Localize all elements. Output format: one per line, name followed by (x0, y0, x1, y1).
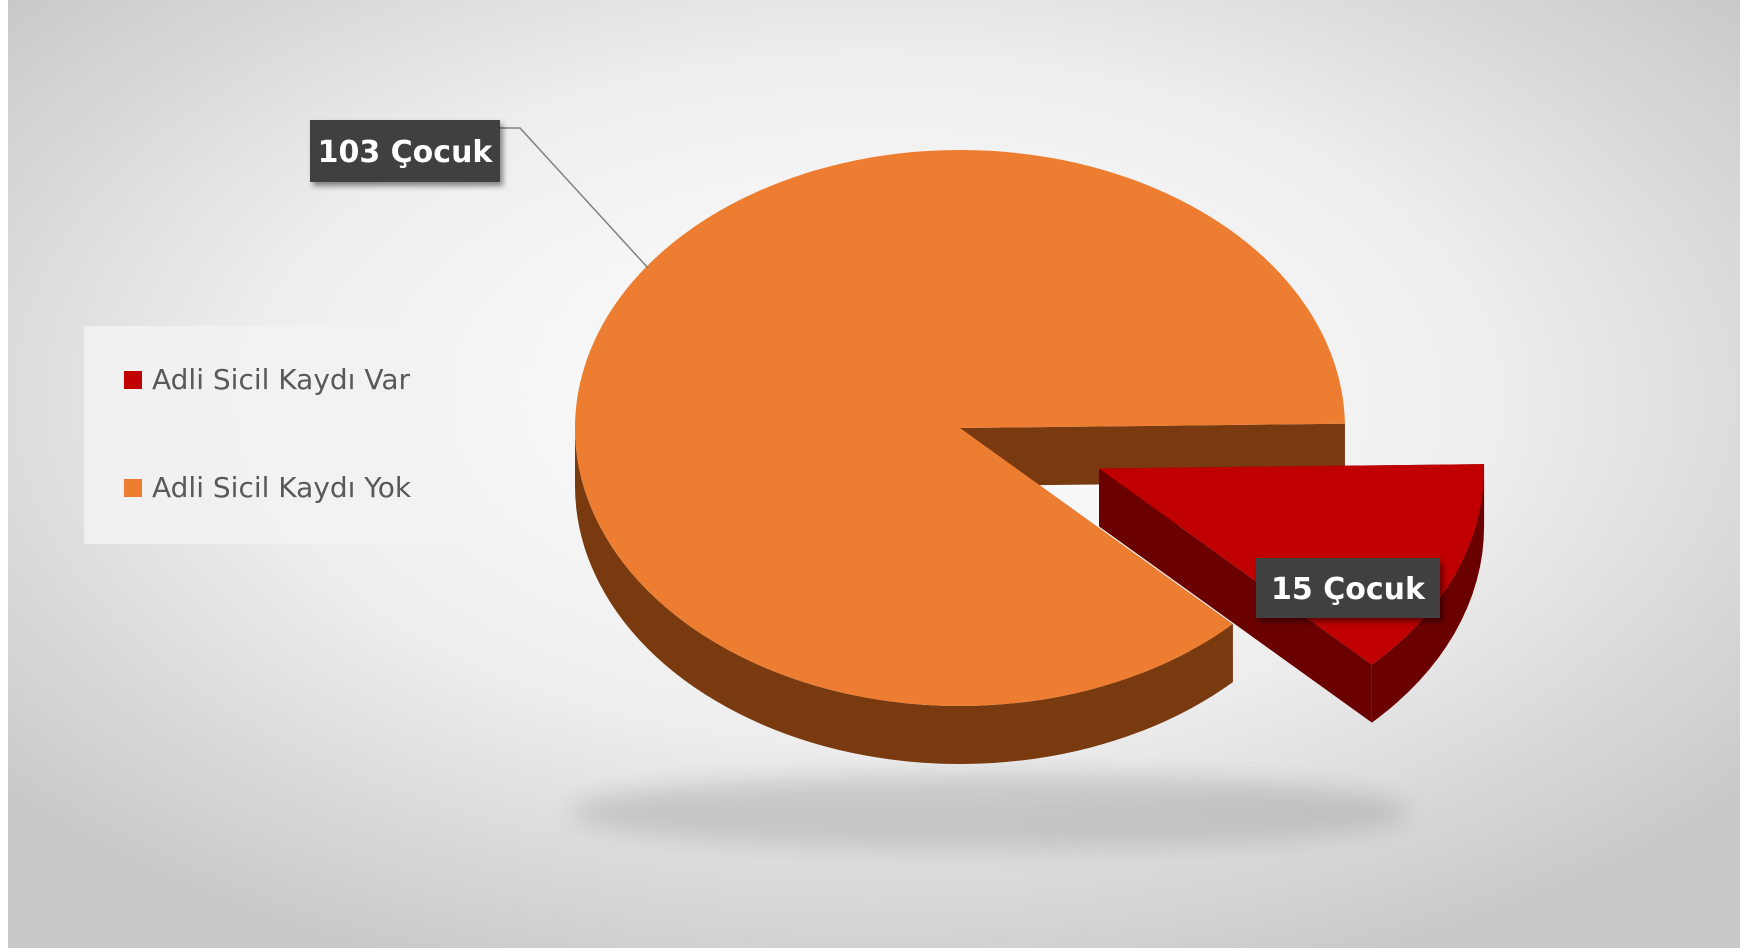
slice-adli-sicil-kaydi-yok (575, 149, 1345, 764)
data-label-var-box (1256, 558, 1440, 618)
leader-line-yok (500, 127, 649, 269)
slice-adli-sicil-kaydi-yok-top (575, 149, 1345, 706)
slices-layer (575, 149, 1485, 764)
data-label-yok-text: 103 Çocuk (318, 135, 494, 170)
data-label-var: 15 Çocuk (1256, 558, 1440, 618)
legend-label-var: Adli Sicil Kaydı Var (152, 363, 410, 396)
legend-box (84, 326, 456, 544)
legend-label-yok: Adli Sicil Kaydı Yok (152, 471, 412, 504)
leader-lines (500, 127, 649, 269)
pie-shadow (570, 774, 1410, 850)
legend-swatch-var (124, 371, 142, 389)
legend: Adli Sicil Kaydı Var Adli Sicil Kaydı Yo… (84, 326, 456, 544)
data-label-yok: 103 Çocuk (310, 120, 500, 182)
slice-adli-sicil-kaydi-var-rim-0 (1371, 468, 1485, 723)
slice-adli-sicil-kaydi-var-cut-face-1 (1099, 468, 1372, 723)
data-label-yok-box (310, 120, 500, 182)
data-label-var-text: 15 Çocuk (1271, 572, 1426, 607)
slice-adli-sicil-kaydi-yok-rim-0 (575, 428, 1233, 764)
data-labels: 103 Çocuk 15 Çocuk (310, 120, 1440, 618)
legend-swatch-yok (124, 479, 142, 497)
